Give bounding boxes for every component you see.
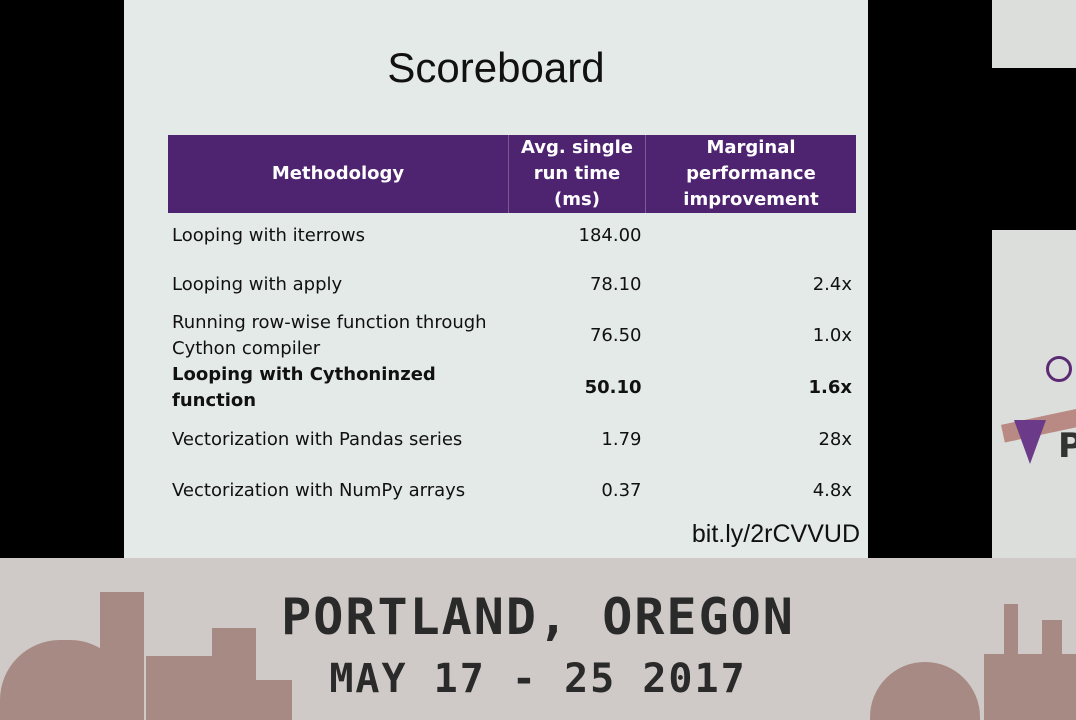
cell-method: Looping with iterrows (172, 225, 365, 246)
table-row: Running row-wise function through Cython… (168, 310, 856, 362)
logo-letter: P (1058, 426, 1076, 466)
skyline-building (256, 680, 292, 720)
cell-method: Vectorization with NumPy arrays (172, 479, 466, 501)
scoreboard-table: Methodology Avg. single run time (ms) Ma… (168, 135, 856, 516)
cell-time: 1.79 (601, 428, 642, 450)
skyline-building (146, 656, 212, 720)
table-row: Vectorization with NumPy arrays 0.37 4.8… (168, 465, 856, 516)
cell-time: 76.50 (589, 325, 642, 346)
slide-link: bit.ly/2rCVVUD (691, 520, 860, 548)
table-row: Looping with apply 78.10 2.4x (168, 259, 856, 310)
side-logo-panel: P (992, 230, 1076, 560)
table-row: Vectorization with Pandas series 1.79 28… (168, 414, 856, 465)
cell-time: 184.00 (578, 225, 642, 246)
cell-time: 0.37 (601, 479, 642, 501)
skyline-building (984, 654, 1076, 720)
banner-dates: MAY 17 - 25 2017 (329, 656, 747, 702)
cell-time: 50.10 (584, 377, 642, 398)
cell-method: Looping with apply (172, 273, 343, 295)
logo-ring-icon (1046, 356, 1072, 382)
cell-time: 78.10 (589, 273, 642, 295)
header-improvement: Marginal performance improvement (645, 135, 856, 213)
logo-v-icon (1014, 420, 1046, 464)
header-run-time: Avg. single run time (ms) (508, 135, 646, 213)
table-row: Looping with iterrows 184.00 (168, 213, 856, 259)
cell-method: Vectorization with Pandas series (172, 428, 463, 450)
cell-method: Looping with Cythoninzed function (172, 364, 436, 411)
side-panel-top (992, 0, 1076, 68)
cell-improvement: 28x (818, 428, 852, 450)
conference-banner: PORTLAND, OREGON MAY 17 - 25 2017 (0, 558, 1076, 720)
cell-improvement (646, 213, 857, 259)
table-header-row: Methodology Avg. single run time (ms) Ma… (168, 135, 856, 213)
slide-title: Scoreboard (387, 44, 605, 91)
cell-improvement: 1.0x (812, 325, 852, 346)
table-row: Looping with Cythoninzed function 50.10 … (168, 362, 856, 414)
cell-improvement: 4.8x (812, 479, 852, 501)
header-methodology: Methodology (168, 135, 509, 213)
skyline-building (212, 628, 256, 720)
cell-improvement: 2.4x (812, 273, 852, 295)
skyline-dome (0, 640, 130, 720)
cell-improvement: 1.6x (808, 377, 853, 398)
presentation-slide: Scoreboard Methodology Avg. single run t… (124, 0, 868, 558)
banner-city: PORTLAND, OREGON (281, 588, 795, 646)
cell-method: Running row-wise function through Cython… (172, 312, 487, 359)
skyline-spire (1042, 620, 1062, 660)
skyline-spire (1004, 604, 1018, 664)
